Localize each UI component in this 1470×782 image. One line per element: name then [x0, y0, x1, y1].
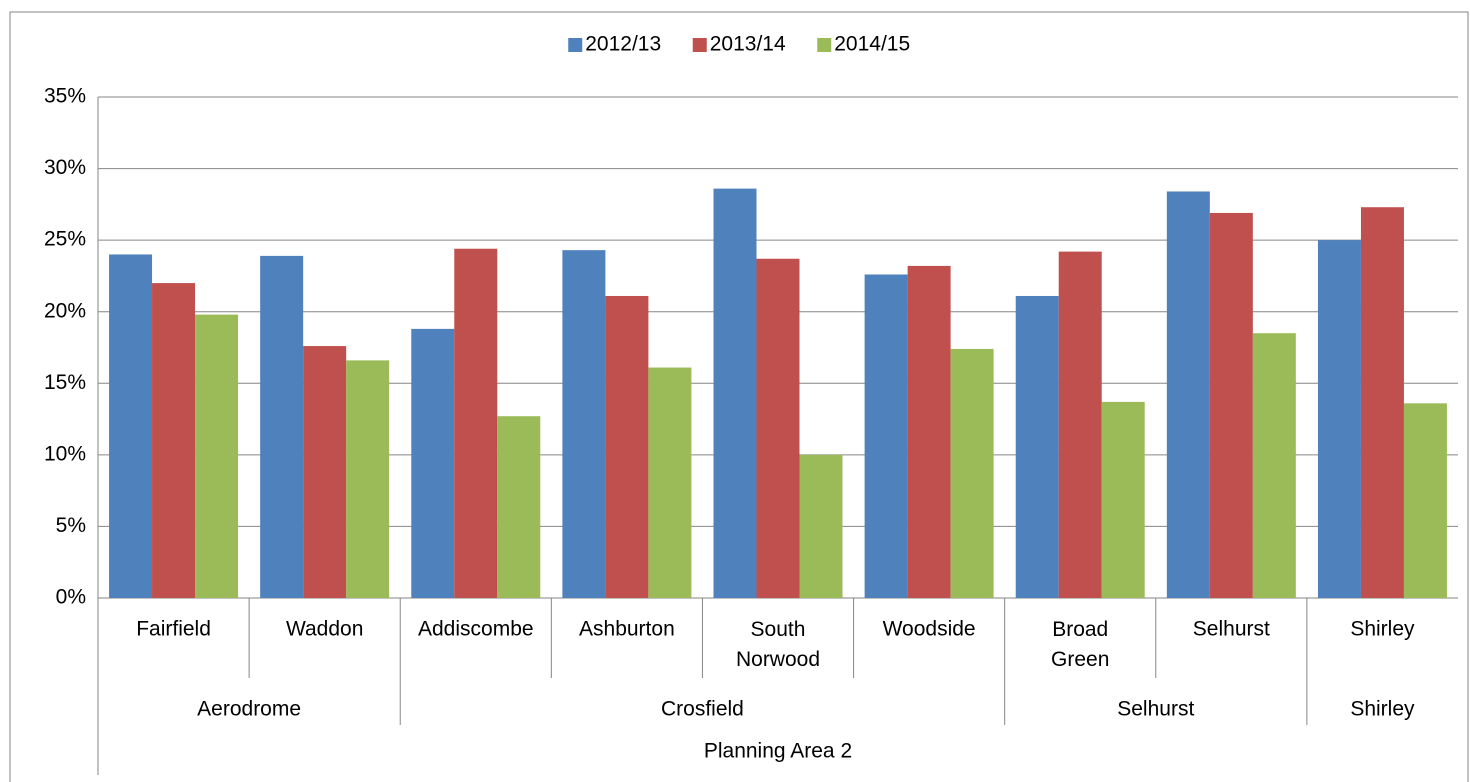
bar	[713, 188, 757, 598]
bar	[756, 258, 800, 598]
x-tick-label: Selhurst	[1193, 618, 1270, 641]
x-tick-label: Ashburton	[579, 618, 675, 641]
legend-swatch	[817, 38, 832, 52]
bar	[260, 255, 304, 599]
bar	[648, 367, 692, 598]
x-tick-label: Broad Green	[1051, 618, 1109, 671]
bar	[864, 274, 908, 598]
bar	[907, 265, 951, 598]
bar	[1360, 207, 1404, 598]
top-group-label: Planning Area 2	[704, 740, 852, 763]
bar	[1209, 212, 1253, 598]
bar	[109, 254, 153, 598]
bar	[454, 248, 498, 598]
x-tick-label: Shirley	[1350, 618, 1415, 641]
y-tick-label: 15%	[44, 371, 86, 394]
bar	[799, 454, 843, 598]
legend-label: 2013/14	[710, 33, 786, 56]
bar	[1317, 240, 1361, 598]
y-tick-label: 35%	[44, 85, 86, 108]
bar	[1015, 295, 1059, 598]
y-tick-label: 30%	[44, 156, 86, 179]
bar	[152, 283, 196, 598]
bar	[195, 314, 239, 598]
bar	[346, 360, 390, 598]
x-tick-label: Addiscombe	[418, 618, 534, 641]
legend-swatch	[568, 38, 583, 52]
bar	[605, 295, 649, 598]
x-tick-label: South Norwood	[736, 618, 820, 671]
bar	[303, 346, 347, 598]
chart-frame	[9, 11, 1469, 782]
bar	[950, 348, 994, 598]
y-tick-label: 0%	[56, 586, 86, 609]
y-tick-label: 25%	[44, 228, 86, 251]
x-tick-label: Fairfield	[136, 618, 211, 641]
group-label: Shirley	[1350, 698, 1415, 721]
bar	[1058, 251, 1102, 598]
y-tick-label: 5%	[56, 514, 86, 537]
legend-swatch	[692, 38, 707, 52]
group-label: Aerodrome	[197, 698, 301, 721]
bar	[1166, 191, 1210, 598]
y-tick-label: 20%	[44, 299, 86, 322]
bar	[1403, 403, 1447, 598]
bar	[562, 250, 606, 599]
bar	[497, 416, 541, 598]
x-tick-label: Waddon	[286, 618, 363, 641]
bar	[411, 328, 455, 598]
bar	[1101, 401, 1145, 598]
x-tick-label: Woodside	[883, 618, 976, 641]
legend-label: 2014/15	[834, 33, 910, 56]
group-label: Selhurst	[1117, 698, 1194, 721]
y-tick-label: 10%	[44, 442, 86, 465]
legend-label: 2012/13	[585, 33, 661, 56]
bar	[1252, 333, 1296, 598]
group-label: Crosfield	[661, 698, 744, 721]
